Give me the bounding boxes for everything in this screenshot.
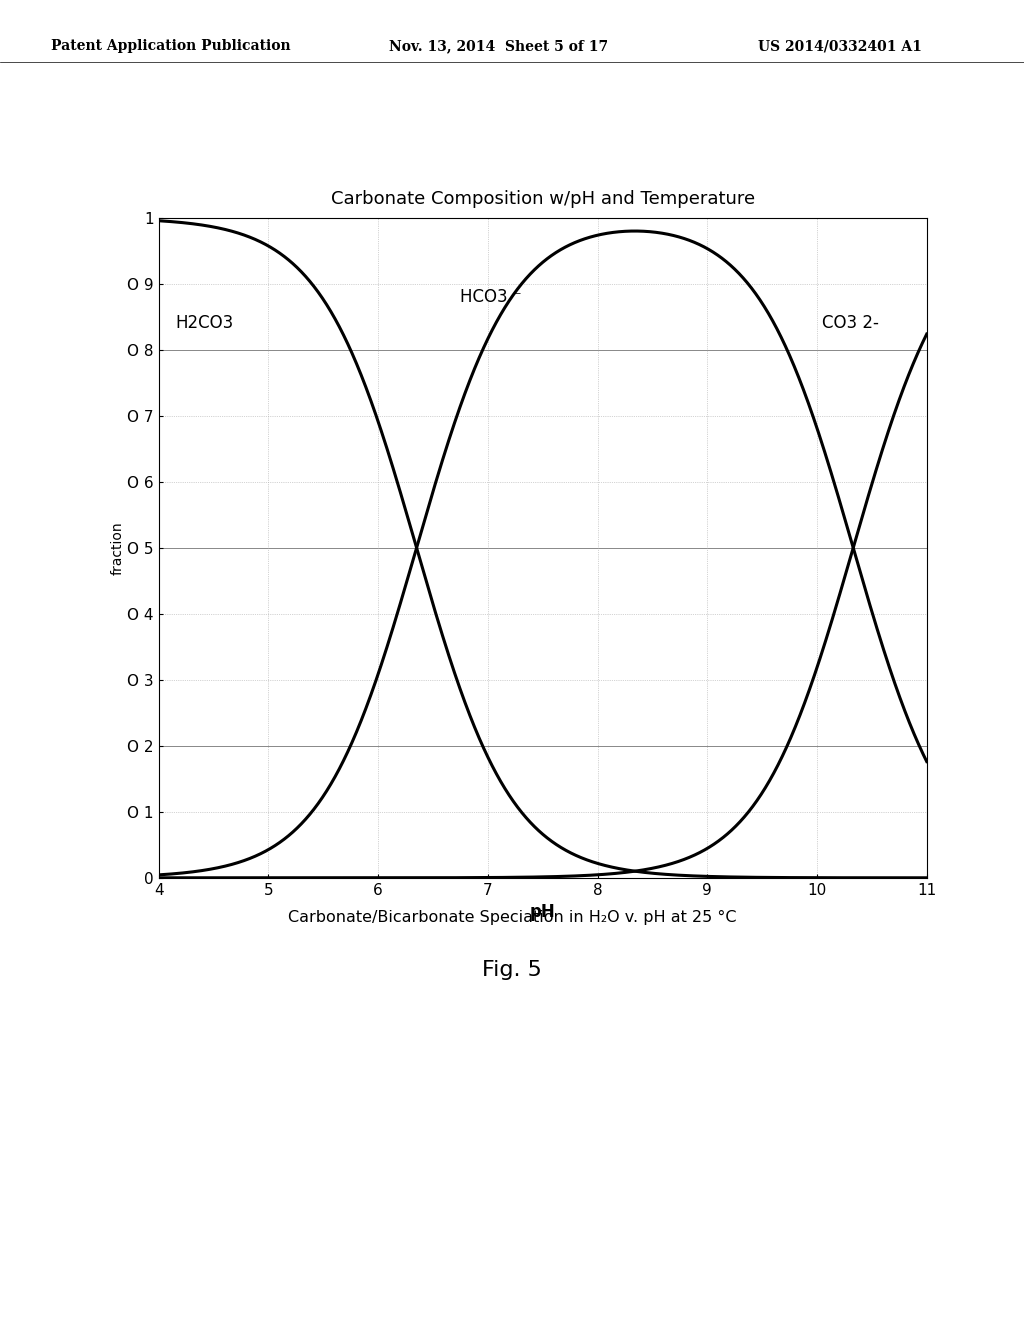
Text: H2CO3: H2CO3 bbox=[175, 314, 233, 333]
Title: Carbonate Composition w/pH and Temperature: Carbonate Composition w/pH and Temperatu… bbox=[331, 190, 755, 209]
Y-axis label: fraction: fraction bbox=[111, 521, 125, 574]
Text: Patent Application Publication: Patent Application Publication bbox=[51, 40, 291, 53]
Text: Carbonate/Bicarbonate Speciation in H₂O v. pH at 25 °C: Carbonate/Bicarbonate Speciation in H₂O … bbox=[288, 909, 736, 925]
X-axis label: pH: pH bbox=[529, 903, 556, 921]
Text: Fig. 5: Fig. 5 bbox=[482, 960, 542, 981]
Text: Nov. 13, 2014  Sheet 5 of 17: Nov. 13, 2014 Sheet 5 of 17 bbox=[389, 40, 608, 53]
Text: HCO3 ⁻: HCO3 ⁻ bbox=[461, 288, 522, 306]
Text: US 2014/0332401 A1: US 2014/0332401 A1 bbox=[758, 40, 922, 53]
Text: CO3 2-: CO3 2- bbox=[822, 314, 880, 333]
